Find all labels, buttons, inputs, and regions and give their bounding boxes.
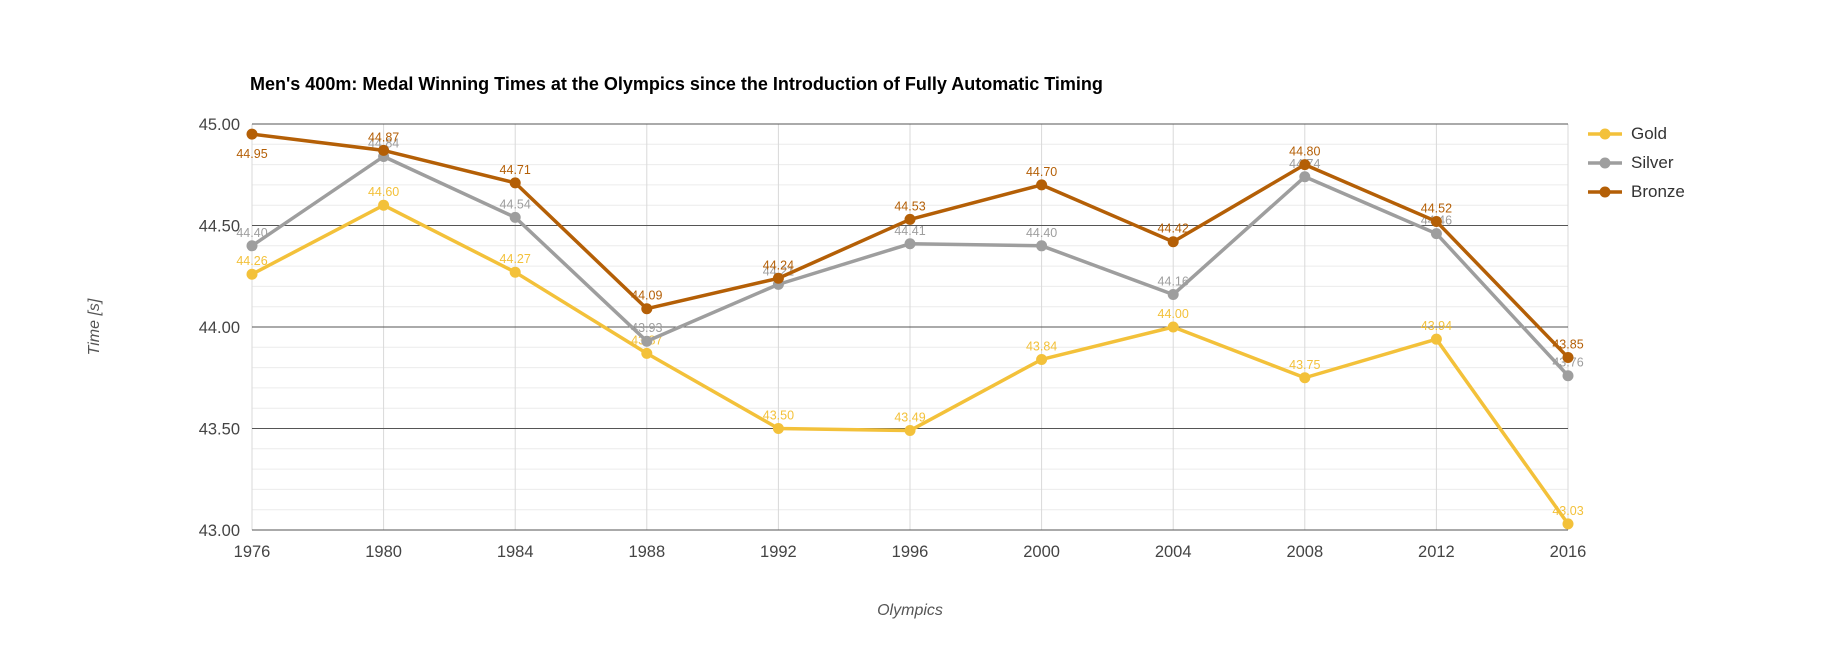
data-point-bronze-1980[interactable]	[378, 144, 390, 156]
data-point-gold-1992[interactable]	[772, 423, 784, 434]
data-label-gold-2000: 43.84	[1026, 339, 1057, 353]
data-label-bronze-2016: 43.85	[1552, 337, 1583, 351]
data-point-silver-1976[interactable]	[246, 240, 258, 252]
chart-legend: Gold Silver Bronze	[1586, 119, 1685, 206]
data-label-bronze-1988: 44.09	[631, 289, 662, 303]
data-point-silver-2012[interactable]	[1430, 228, 1442, 240]
data-label-silver-1996: 44.41	[894, 224, 925, 238]
data-label-bronze-2004: 44.42	[1158, 222, 1189, 236]
legend-label-silver: Silver	[1631, 152, 1674, 172]
legend-item-gold[interactable]: Gold	[1586, 119, 1685, 148]
data-label-silver-2000: 44.40	[1026, 226, 1057, 240]
data-point-gold-2004[interactable]	[1167, 321, 1179, 333]
x-tick-label: 1976	[234, 543, 271, 561]
data-label-gold-2016: 43.03	[1552, 504, 1583, 518]
data-point-bronze-2004[interactable]	[1167, 236, 1179, 248]
data-label-bronze-1996: 44.53	[894, 199, 925, 213]
data-label-silver-2004: 44.16	[1158, 275, 1189, 289]
data-label-gold-2004: 44.00	[1158, 307, 1189, 321]
data-point-gold-1976[interactable]	[246, 268, 258, 280]
data-label-gold-1980: 44.60	[368, 185, 399, 199]
data-label-bronze-1992: 44.24	[763, 258, 794, 272]
data-label-bronze-1980: 44.87	[368, 130, 399, 144]
data-point-silver-1984[interactable]	[509, 211, 521, 223]
data-point-silver-2004[interactable]	[1167, 289, 1179, 301]
data-point-gold-1996[interactable]	[904, 425, 916, 437]
x-tick-label: 2000	[1023, 543, 1060, 561]
data-point-bronze-1996[interactable]	[904, 213, 916, 225]
legend-item-bronze[interactable]: Bronze	[1586, 177, 1685, 206]
data-point-bronze-1984[interactable]	[509, 177, 521, 189]
data-point-gold-1980[interactable]	[378, 199, 390, 211]
y-tick-label: 43.00	[199, 522, 240, 540]
data-point-silver-2016[interactable]	[1562, 370, 1574, 382]
data-label-bronze-1976: 44.95	[236, 147, 267, 161]
data-point-gold-2016[interactable]	[1562, 518, 1574, 530]
chart-title: Men's 400m: Medal Winning Times at the O…	[250, 74, 1103, 94]
data-label-bronze-2000: 44.70	[1026, 165, 1057, 179]
data-label-silver-1984: 44.54	[500, 197, 531, 211]
data-point-silver-2000[interactable]	[1036, 240, 1048, 252]
legend-label-gold: Gold	[1631, 123, 1667, 143]
data-point-bronze-1976[interactable]	[246, 128, 258, 140]
x-tick-label: 2004	[1155, 543, 1192, 561]
data-label-gold-1984: 44.27	[500, 252, 531, 266]
legend-swatch-gold-icon	[1588, 128, 1622, 139]
x-tick-label: 1984	[497, 543, 534, 561]
data-point-gold-2000[interactable]	[1036, 353, 1048, 365]
legend-swatch-silver-icon	[1588, 157, 1622, 168]
y-tick-label: 45.00	[199, 116, 240, 134]
data-label-bronze-1984: 44.71	[500, 163, 531, 177]
x-tick-label: 1988	[628, 543, 665, 561]
x-axis-title: Olympics	[877, 602, 943, 619]
data-label-gold-1976: 44.26	[236, 254, 267, 268]
legend-label-bronze: Bronze	[1631, 181, 1685, 201]
x-tick-label: 1980	[365, 543, 402, 561]
data-point-silver-1996[interactable]	[904, 238, 916, 250]
y-tick-label: 44.50	[199, 218, 240, 236]
y-tick-label: 43.50	[199, 421, 240, 439]
data-point-silver-1988[interactable]	[641, 335, 653, 347]
x-tick-label: 2012	[1418, 543, 1455, 561]
data-label-gold-2008: 43.75	[1289, 358, 1320, 372]
x-tick-label: 2016	[1550, 543, 1587, 561]
x-tick-label: 1992	[760, 543, 797, 561]
data-label-gold-1996: 43.49	[894, 411, 925, 425]
data-point-silver-2008[interactable]	[1299, 171, 1311, 183]
data-point-bronze-2016[interactable]	[1562, 351, 1574, 363]
y-axis-title: Time [s]	[86, 298, 103, 356]
data-point-gold-1988[interactable]	[641, 347, 653, 359]
y-tick-label: 44.00	[199, 319, 240, 337]
x-tick-label: 1996	[892, 543, 929, 561]
data-label-silver-1980: 44.84	[368, 136, 399, 150]
data-point-bronze-2000[interactable]	[1036, 179, 1048, 191]
data-point-bronze-2008[interactable]	[1299, 159, 1311, 171]
data-point-bronze-1988[interactable]	[641, 303, 653, 315]
data-point-gold-1984[interactable]	[509, 266, 521, 278]
data-point-gold-2008[interactable]	[1299, 372, 1311, 384]
data-point-gold-2012[interactable]	[1430, 333, 1442, 345]
legend-swatch-bronze-icon	[1588, 186, 1622, 197]
x-tick-label: 2008	[1286, 543, 1323, 561]
data-label-bronze-2012: 44.52	[1421, 201, 1452, 215]
data-label-bronze-2008: 44.80	[1289, 145, 1320, 159]
data-label-silver-1988: 43.93	[631, 321, 662, 335]
legend-item-silver[interactable]: Silver	[1586, 148, 1685, 177]
data-label-gold-2012: 43.94	[1421, 319, 1452, 333]
data-point-bronze-1992[interactable]	[772, 272, 784, 284]
data-label-gold-1992: 43.50	[763, 409, 794, 423]
data-label-silver-1976: 44.40	[236, 226, 267, 240]
data-point-bronze-2012[interactable]	[1430, 215, 1442, 227]
